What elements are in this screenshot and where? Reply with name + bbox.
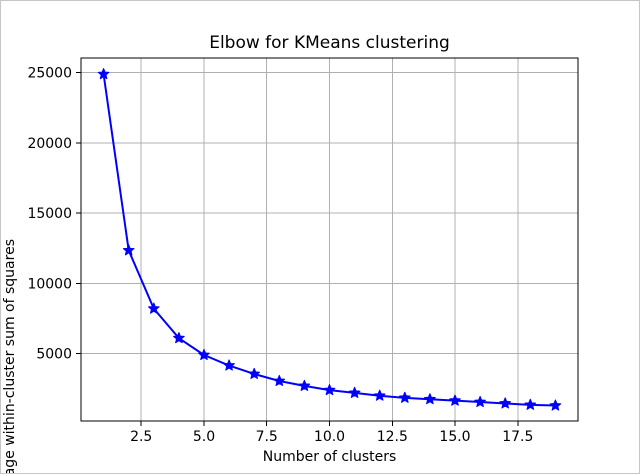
data-point-marker [499, 397, 512, 409]
data-point-marker [122, 244, 135, 256]
y-tick-label: 25000 [27, 66, 72, 82]
x-tick-label: 10.0 [314, 429, 345, 445]
x-axis-label: Number of clusters [262, 449, 397, 465]
data-point-marker [248, 367, 261, 379]
data-point-marker [424, 393, 436, 405]
data-point-marker [449, 394, 461, 406]
y-tick-label: 20000 [27, 136, 72, 152]
x-tick-label: 5.0 [193, 429, 215, 445]
data-point-marker [474, 395, 486, 408]
data-point-marker [549, 399, 562, 411]
data-point-marker [97, 68, 110, 80]
data-point-marker [147, 302, 160, 314]
data-point-marker [198, 348, 210, 361]
data-point-marker [524, 398, 537, 410]
data-point-marker [373, 389, 386, 401]
data-point-marker [398, 391, 411, 403]
chart-title: Elbow for KMeans clustering [209, 33, 450, 53]
data-point-marker [173, 332, 185, 344]
y-tick-label: 5000 [36, 347, 72, 363]
data-point-marker [273, 374, 286, 387]
x-tick-label: 12.5 [377, 429, 408, 445]
data-point-marker [298, 379, 311, 391]
y-tick-label: 15000 [27, 206, 72, 222]
data-point-marker [223, 359, 235, 371]
x-tick-label: 2.5 [130, 429, 152, 445]
y-tick-label: 10000 [27, 276, 72, 292]
x-tick-label: 7.5 [256, 429, 278, 445]
data-point-marker [323, 384, 336, 396]
data-point-marker [348, 386, 361, 398]
x-tick-label: 17.5 [502, 429, 533, 445]
x-tick-label: 15.0 [439, 429, 470, 445]
